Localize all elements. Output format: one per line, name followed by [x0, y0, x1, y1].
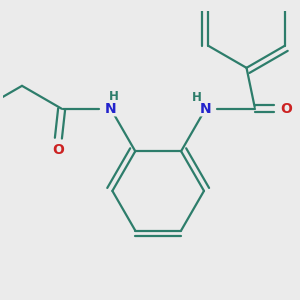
Text: H: H [192, 91, 202, 104]
Text: H: H [109, 90, 119, 103]
Text: O: O [281, 102, 292, 116]
Text: N: N [200, 102, 212, 116]
Text: N: N [105, 102, 117, 116]
Text: O: O [52, 143, 64, 158]
